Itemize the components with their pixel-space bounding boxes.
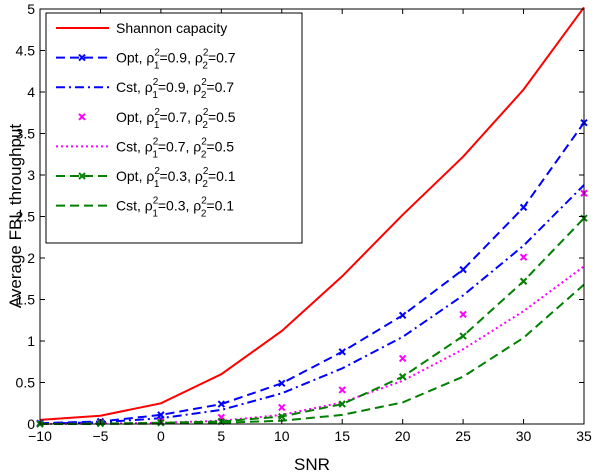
- x-tick-label: 5: [217, 428, 225, 444]
- series-0: [39, 6, 585, 421]
- x-tick-label: 15: [334, 428, 350, 444]
- y-tick-label: 4: [27, 84, 35, 100]
- data-point: [278, 412, 286, 421]
- series-layer: [36, 6, 588, 428]
- x-tick-label: 20: [395, 428, 411, 444]
- y-tick-label: 1: [27, 333, 35, 349]
- legend-marker: [78, 53, 86, 62]
- data-point: [398, 354, 407, 363]
- y-tick-label: 0: [27, 416, 35, 432]
- x-tick-label: 30: [516, 428, 532, 444]
- legend-label: Cst, ρ2 1=0.9, ρ2 2=0.7: [116, 77, 234, 101]
- x-tick-label: −5: [92, 428, 108, 444]
- y-tick-label: 2: [27, 250, 35, 266]
- data-point: [459, 332, 467, 340]
- legend-item: Opt, ρ2 1=0.7, ρ2 2=0.5: [78, 107, 236, 131]
- legend-label: Opt, ρ2 1=0.9, ρ2 2=0.7: [116, 48, 236, 72]
- y-tick-label: 2.5: [16, 209, 36, 225]
- ticks-layer: −10 −5 0 5 10 15 20 25 30 35 0 0.5 1 1.5 2 2.5 3 3.5 4 4.5 5: [16, 1, 592, 444]
- legend-item: Cst, ρ2 1=0.7, ρ2 2=0.5: [56, 136, 234, 160]
- data-point: [459, 310, 467, 319]
- legend-item: Cst, ρ2 1=0.9, ρ2 2=0.7: [56, 77, 234, 101]
- data-point: [278, 403, 286, 412]
- data-point: [519, 277, 528, 285]
- data-point: [338, 386, 346, 394]
- y-tick-label: 5: [27, 1, 35, 17]
- x-tick-label: −10: [28, 428, 52, 444]
- legend-label: Cst, ρ2 1=0.3, ρ2 2=0.1: [116, 196, 234, 220]
- legend-item: Shannon capacity: [56, 20, 227, 36]
- data-point: [338, 348, 346, 356]
- legend-item: Opt, ρ2 1=0.9, ρ2 2=0.7: [56, 48, 236, 72]
- legend-item: Cst, ρ2 1=0.3, ρ2 2=0.1: [56, 196, 234, 220]
- x-tick-label: 35: [576, 428, 592, 444]
- legend-label: Cst, ρ2 1=0.7, ρ2 2=0.5: [116, 136, 234, 160]
- x-tick-label: 10: [274, 428, 290, 444]
- data-point: [157, 411, 165, 419]
- data-point: [459, 265, 467, 274]
- data-point: [278, 379, 286, 388]
- series-2: [39, 184, 585, 425]
- series-line-1: [39, 122, 585, 425]
- legend-marker: [78, 172, 86, 180]
- x-axis-title: SNR: [294, 455, 330, 474]
- y-axis-title: Average FBL throughput: [6, 124, 25, 309]
- x-tick-label: 25: [455, 428, 471, 444]
- series-line-2: [39, 184, 585, 425]
- y-tick-label: 0.5: [16, 375, 36, 391]
- legend: Shannon capacity Opt, ρ2 1=0.9, ρ2 2=0.7 Cst…: [45, 12, 303, 244]
- series-line-0: [39, 6, 585, 421]
- legend-marker: [78, 113, 86, 121]
- data-point: [519, 203, 528, 212]
- data-point: [519, 253, 528, 261]
- legend-label: Shannon capacity: [116, 20, 227, 36]
- y-tick-label: 1.5: [16, 292, 36, 308]
- y-tick-label: 4.5: [16, 43, 36, 59]
- y-tick-label: 3: [27, 167, 35, 183]
- data-point: [398, 311, 407, 319]
- x-tick-label: 0: [157, 428, 165, 444]
- data-point: [398, 372, 407, 381]
- data-point: [217, 400, 226, 408]
- legend-label: Opt, ρ2 1=0.3, ρ2 2=0.1: [116, 166, 236, 190]
- legend-label: Opt, ρ2 1=0.7, ρ2 2=0.5: [116, 107, 236, 131]
- legend-item: Opt, ρ2 1=0.3, ρ2 2=0.1: [56, 166, 236, 190]
- data-point: [338, 400, 346, 408]
- y-tick-label: 3.5: [16, 126, 36, 142]
